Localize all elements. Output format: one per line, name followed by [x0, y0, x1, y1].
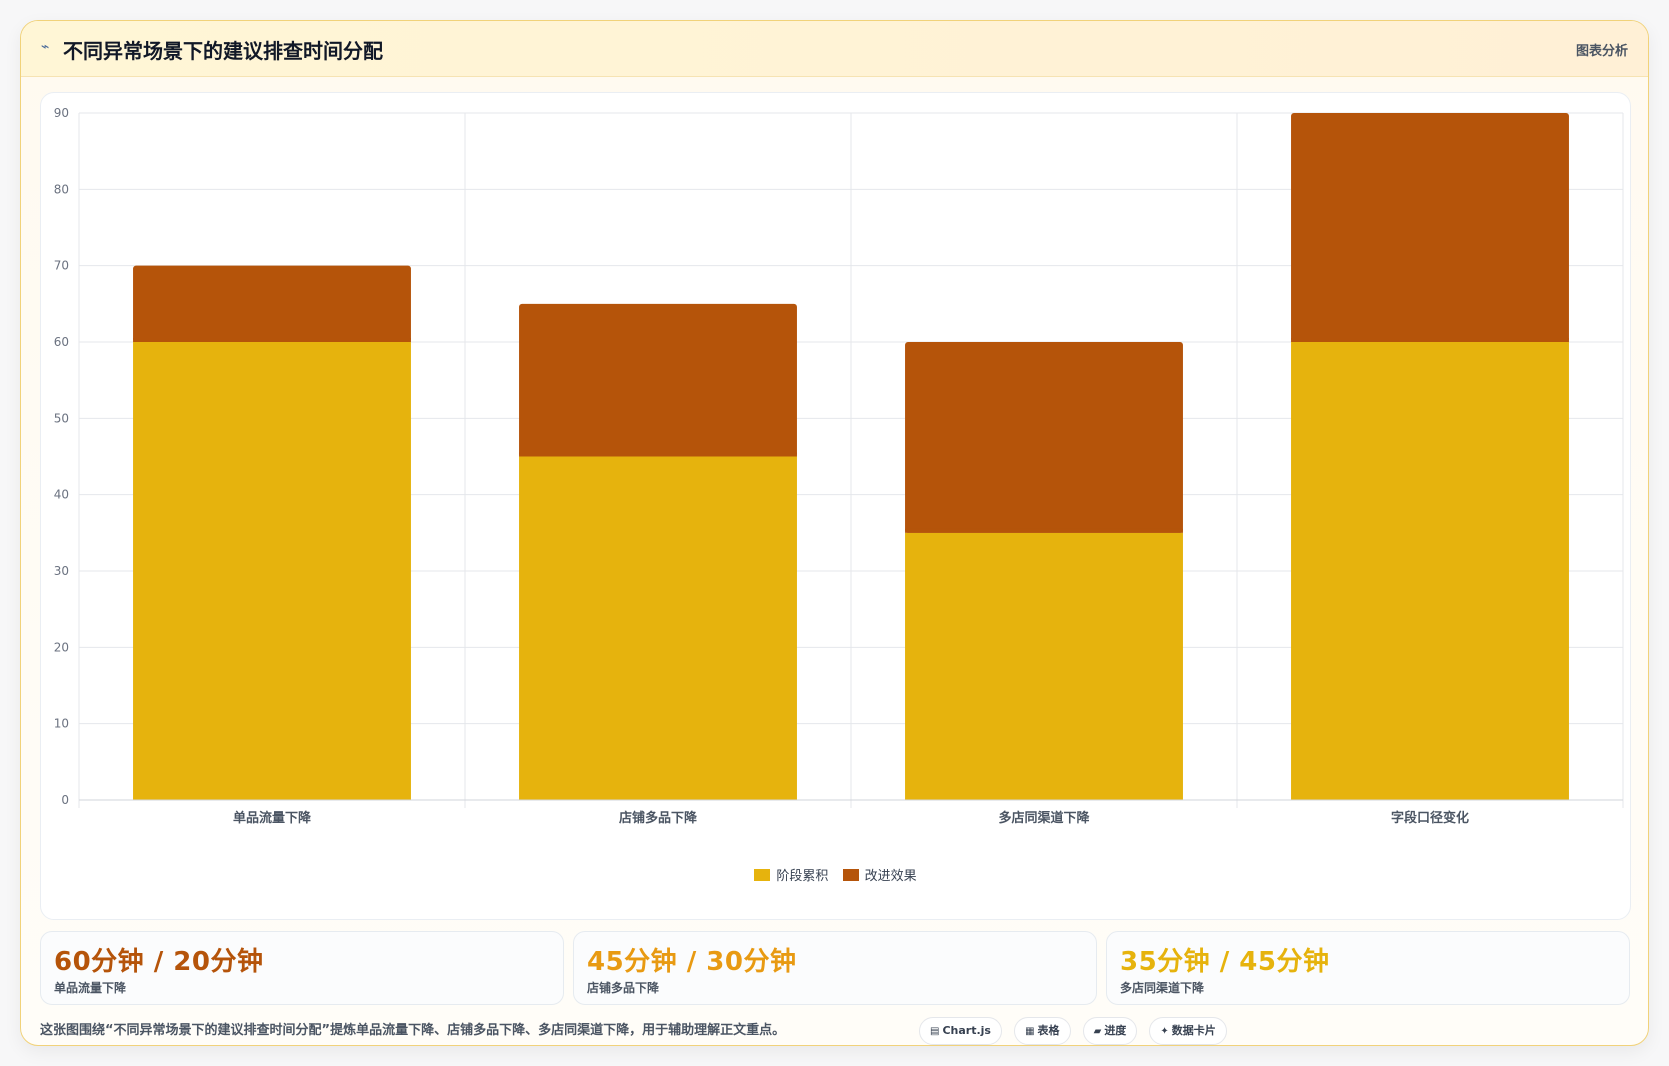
- chip-table[interactable]: ▦ 表格: [1014, 1017, 1071, 1045]
- legend-label-series-1: 阶段累积: [776, 869, 829, 884]
- bar-stage-cumulative: [905, 532, 1183, 800]
- bar-segment-joint: [133, 338, 411, 342]
- bar-segment-joint: [1291, 338, 1569, 342]
- chart-legend: 阶段累积 改进效果: [41, 865, 1630, 884]
- bar-segment-joint: [519, 452, 797, 457]
- sparkle-icon: ✦: [1160, 1026, 1169, 1037]
- bar-improvement-effect: [905, 342, 1183, 533]
- y-tick-label: 10: [54, 717, 69, 731]
- legend-swatch-series-2: [842, 868, 859, 881]
- bar-stage-cumulative: [133, 342, 411, 800]
- bar-improvement-effect: [133, 265, 411, 342]
- feature-chips: ▤ Chart.js ▦ 表格 ▰ 进度 ✦ 数据卡片: [919, 1017, 1234, 1045]
- stat-card-1: 60分钟 / 20分钟 单品流量下降: [40, 931, 564, 1005]
- bar-improvement-effect: [1291, 113, 1569, 342]
- chart-analysis-tag: 图表分析: [1575, 44, 1628, 59]
- stat-card-3: 35分钟 / 45分钟 多店同渠道下降: [1106, 931, 1630, 1005]
- bar-stage-cumulative: [519, 456, 797, 800]
- legend-label-series-2: 改进效果: [864, 869, 917, 884]
- chart-title: 不同异常场景下的建议排查时间分配: [63, 39, 383, 63]
- chip-data-card[interactable]: ✦ 数据卡片: [1149, 1017, 1227, 1045]
- legend-item-series-1[interactable]: 阶段累积: [754, 865, 828, 884]
- chart-line-icon: ⌁: [41, 39, 50, 55]
- card-header: ⌁ 不同异常场景下的建议排查时间分配 图表分析: [21, 21, 1648, 77]
- x-category-label: 店铺多品下降: [619, 810, 698, 826]
- chip-label: 进度: [1104, 1024, 1127, 1037]
- y-tick-label: 20: [54, 640, 69, 654]
- y-tick-label: 90: [54, 106, 69, 120]
- y-tick-label: 30: [54, 564, 69, 578]
- legend-swatch-series-1: [754, 868, 771, 881]
- chart-description: 这张图围绕“不同异常场景下的建议排查时间分配”提炼单品流量下降、店铺多品下降、多…: [40, 1023, 786, 1038]
- stat-label-3: 多店同渠道下降: [1120, 981, 1205, 995]
- bar-segment-joint: [905, 528, 1183, 533]
- chip-chartjs[interactable]: ▤ Chart.js: [919, 1017, 1002, 1045]
- x-category-label: 单品流量下降: [233, 810, 312, 826]
- legend-item-series-2[interactable]: 改进效果: [842, 865, 917, 884]
- stat-card-2: 45分钟 / 30分钟 店铺多品下降: [573, 931, 1097, 1005]
- stat-value-1: 60分钟 / 20分钟: [54, 947, 264, 977]
- chart-area: 0 10 20 30 40 50 60 70 80 90 单品流量下降 店铺多品下降 多店同渠道下降 字段…: [40, 92, 1631, 920]
- y-tick-label: 40: [54, 488, 69, 502]
- stat-label-1: 单品流量下降: [54, 981, 127, 995]
- y-tick-label: 70: [54, 259, 69, 273]
- chart-icon: ▤: [930, 1026, 940, 1037]
- y-tick-label: 60: [54, 335, 69, 349]
- chip-label: 数据卡片: [1171, 1024, 1216, 1037]
- y-tick-label: 50: [54, 411, 69, 425]
- stacked-bar-chart: 0 10 20 30 40 50 60 70 80 90 单品流量下降 店铺多品下降 多店同渠道下降 字段…: [54, 106, 1624, 826]
- chip-label: Chart.js: [942, 1024, 991, 1037]
- stat-value-2: 45分钟 / 30分钟: [587, 947, 797, 977]
- y-tick-label: 0: [61, 793, 69, 807]
- chip-label: 表格: [1037, 1024, 1060, 1037]
- bar-improvement-effect: [519, 303, 797, 457]
- x-category-label: 多店同渠道下降: [998, 810, 1090, 826]
- bar-stage-cumulative: [1291, 342, 1569, 800]
- y-tick-label: 80: [54, 182, 69, 196]
- table-icon: ▦: [1025, 1026, 1035, 1037]
- stat-label-2: 店铺多品下降: [587, 981, 660, 995]
- stat-value-3: 35分钟 / 45分钟: [1120, 947, 1330, 977]
- chip-progress[interactable]: ▰ 进度: [1082, 1017, 1138, 1045]
- chart-card: ⌁ 不同异常场景下的建议排查时间分配 图表分析 0 10 20 30 40 50 60 70 8…: [20, 20, 1649, 1046]
- x-category-label: 字段口径变化: [1391, 810, 1469, 826]
- progress-icon: ▰: [1093, 1026, 1102, 1037]
